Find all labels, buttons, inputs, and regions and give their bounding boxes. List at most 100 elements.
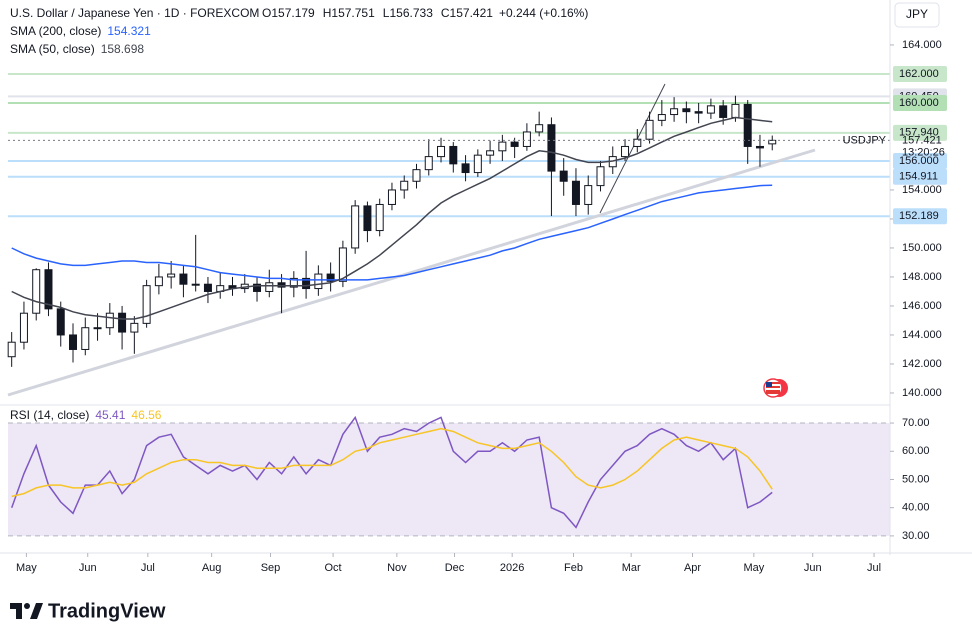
ohlc-value: 157.179 (271, 6, 315, 20)
candle-body (44, 269, 53, 310)
ohlc-value: 157.421 (450, 6, 494, 20)
candle-body (203, 283, 212, 292)
level-label: 160.000 (899, 97, 939, 109)
x-tick-label: Mar (622, 562, 641, 574)
candle-body (571, 180, 580, 205)
event-flag (763, 378, 788, 398)
rsi-y-tick-label: 50.00 (902, 473, 930, 485)
chart-title: U.S. Dollar / Japanese Yen · 1D · FOREXC… (10, 6, 259, 20)
y-tick-label: 148.000 (902, 271, 942, 283)
candle-body (584, 185, 593, 205)
x-tick-label: Aug (202, 562, 222, 574)
candle-body (755, 145, 764, 149)
candle-body (510, 141, 519, 147)
candle-body (81, 327, 90, 350)
symbol-label: USDJPY (843, 134, 887, 146)
level-tag (893, 152, 947, 169)
candle-body (486, 150, 495, 156)
legend-label: SMA (200, close) (10, 24, 101, 38)
x-tick-label: Nov (387, 562, 407, 574)
candle-body (645, 119, 654, 140)
ohlc-key: L (383, 6, 390, 20)
candle-body (387, 189, 396, 205)
currency-button[interactable] (894, 2, 940, 28)
candle-body (547, 124, 556, 172)
candle-body (19, 312, 28, 343)
candle-body (473, 154, 482, 174)
series-line (11, 116, 773, 320)
rsi-y-tick-label: 30.00 (902, 530, 930, 542)
candle-body (351, 205, 360, 249)
ohlc-readout: O157.179 H157.751 L156.733 C157.421 +0.244 (… (262, 6, 588, 20)
currency-label[interactable]: JPY (906, 7, 928, 21)
candle-body (69, 334, 78, 350)
ohlc-key: C (441, 6, 450, 20)
legend-sma50: SMA (50, close) 158.698 (10, 42, 144, 56)
legend-label: SMA (50, close) (10, 42, 95, 56)
channel-line (599, 83, 666, 214)
x-tick-label: Oct (325, 562, 342, 574)
candle-body (375, 203, 384, 232)
ohlc-key: H (323, 6, 332, 20)
candle-body (400, 180, 409, 191)
x-tick-label: Dec (445, 562, 465, 574)
candle-body (253, 283, 262, 292)
back-layer (8, 72, 890, 537)
candle-body (167, 273, 176, 278)
x-tick-label: Jul (141, 562, 155, 574)
candle-body (93, 327, 102, 330)
candle-body (657, 114, 666, 121)
level-tag (893, 94, 947, 111)
candle-body (461, 163, 470, 174)
rsi-y-tick-label: 60.00 (902, 445, 930, 457)
candle-body (621, 145, 630, 158)
candle-body (154, 276, 163, 287)
series-line (11, 184, 773, 281)
ohlc-change: +0.244 (+0.16%) (499, 6, 588, 20)
trend-line (7, 148, 816, 397)
level-label: 152.189 (899, 210, 939, 222)
candle-body (179, 273, 188, 285)
candle-body (706, 105, 715, 114)
candle-body (682, 108, 691, 113)
rsi-y-tick-label: 40.00 (902, 502, 930, 514)
y-tick-label: 164.000 (902, 39, 942, 51)
candle-body (7, 341, 16, 358)
candle-body (559, 170, 568, 182)
candle-body (633, 138, 642, 147)
level-label: 162.000 (899, 68, 939, 80)
candle-body (130, 322, 139, 333)
candle-body (498, 141, 507, 152)
candle-body (363, 205, 372, 232)
x-tick-label: Apr (684, 562, 701, 574)
last-price-label: 157.421 (902, 134, 942, 146)
legend-value: 45.41 (95, 408, 125, 422)
y-tick-label: 140.000 (902, 387, 942, 399)
x-tick-label: 2026 (500, 562, 524, 574)
x-tick-label: Sep (261, 562, 281, 574)
legend-value: 158.698 (101, 42, 145, 56)
candle-body (743, 103, 752, 147)
level-tag (893, 168, 947, 185)
level-label: 156.000 (899, 155, 939, 167)
candle-body (32, 269, 41, 314)
candle-body (535, 124, 544, 133)
legend-rsi: RSI (14, close) 45.41 46.56 (10, 408, 162, 422)
x-tick-label: Jun (79, 562, 97, 574)
level-label: 157.940 (899, 127, 939, 139)
candle-body (302, 277, 311, 290)
ohlc-key: O (262, 6, 271, 20)
candle-body (338, 247, 347, 282)
x-tick-label: May (16, 562, 37, 574)
level-tag (893, 208, 947, 225)
candle-body (326, 273, 335, 282)
candle-body (191, 283, 200, 286)
legend-sma200: SMA (200, close) 154.321 (10, 24, 151, 38)
y-tick-label: 146.000 (902, 300, 942, 312)
candle-body (105, 312, 114, 329)
candle-body (522, 131, 531, 147)
rsi-y-tick-label: 70.00 (902, 417, 930, 429)
candle-body (437, 145, 446, 158)
